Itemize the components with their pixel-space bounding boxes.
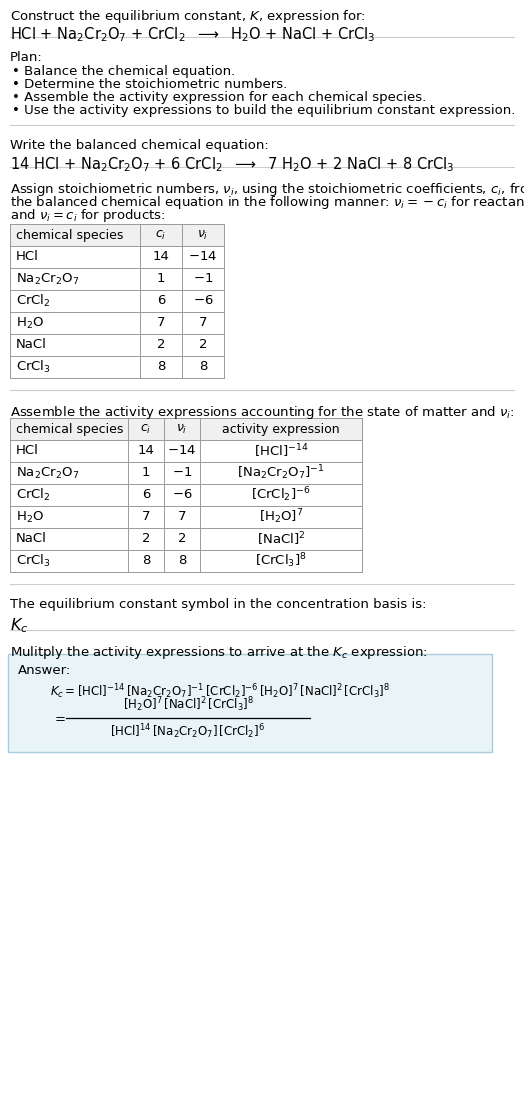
Text: activity expression: activity expression [222, 422, 340, 436]
Text: $[\mathrm{H_2O}]^{7}\,[\mathrm{NaCl}]^{2}\,[\mathrm{CrCl_3}]^{8}$: $[\mathrm{H_2O}]^{7}\,[\mathrm{NaCl}]^{2… [123, 695, 254, 714]
Text: 14: 14 [152, 250, 169, 264]
Text: 7: 7 [199, 317, 208, 330]
Text: 8: 8 [142, 555, 150, 568]
Text: Write the balanced chemical equation:: Write the balanced chemical equation: [10, 139, 269, 152]
Text: CrCl$_3$: CrCl$_3$ [16, 553, 51, 569]
Text: CrCl$_2$: CrCl$_2$ [16, 293, 51, 309]
Text: $[\mathrm{Na_2Cr_2O_7}]^{-1}$: $[\mathrm{Na_2Cr_2O_7}]^{-1}$ [237, 463, 325, 482]
Text: H$_2$O: H$_2$O [16, 315, 44, 331]
Text: $K_c = [\mathrm{HCl}]^{-14}\,[\mathrm{Na_2Cr_2O_7}]^{-1}\,[\mathrm{CrCl_2}]^{-6}: $K_c = [\mathrm{HCl}]^{-14}\,[\mathrm{Na… [50, 682, 390, 700]
Text: Mulitply the activity expressions to arrive at the $K_c$ expression:: Mulitply the activity expressions to arr… [10, 644, 428, 661]
Text: Construct the equilibrium constant, $K$, expression for:: Construct the equilibrium constant, $K$,… [10, 8, 366, 25]
Text: $[\mathrm{H_2O}]^{7}$: $[\mathrm{H_2O}]^{7}$ [259, 507, 303, 526]
Text: H$_2$O: H$_2$O [16, 510, 44, 525]
Text: 7: 7 [157, 317, 165, 330]
Text: chemical species: chemical species [16, 228, 123, 242]
Text: 7: 7 [142, 511, 150, 524]
Text: The equilibrium constant symbol in the concentration basis is:: The equilibrium constant symbol in the c… [10, 598, 427, 611]
Text: Answer:: Answer: [18, 664, 71, 677]
Text: $-14$: $-14$ [167, 445, 196, 458]
Text: CrCl$_2$: CrCl$_2$ [16, 486, 51, 503]
Text: • Use the activity expressions to build the equilibrium constant expression.: • Use the activity expressions to build … [12, 104, 516, 117]
Text: chemical species: chemical species [16, 422, 123, 436]
Text: $c_i$: $c_i$ [156, 228, 167, 242]
Text: 8: 8 [157, 361, 165, 374]
Text: $[\mathrm{NaCl}]^{2}$: $[\mathrm{NaCl}]^{2}$ [257, 531, 305, 548]
Text: HCl: HCl [16, 250, 39, 264]
Text: CrCl$_3$: CrCl$_3$ [16, 358, 51, 375]
Text: $[\mathrm{HCl}]^{14}\,[\mathrm{Na_2Cr_2O_7}]\,[\mathrm{CrCl_2}]^{6}$: $[\mathrm{HCl}]^{14}\,[\mathrm{Na_2Cr_2O… [111, 722, 266, 741]
Text: 14 HCl + Na$_2$Cr$_2$O$_7$ + 6 CrCl$_2$  $\longrightarrow$  7 H$_2$O + 2 NaCl + : 14 HCl + Na$_2$Cr$_2$O$_7$ + 6 CrCl$_2$ … [10, 156, 454, 173]
Text: 8: 8 [178, 555, 186, 568]
Text: 14: 14 [138, 445, 155, 458]
Text: Assemble the activity expressions accounting for the state of matter and $\nu_i$: Assemble the activity expressions accoun… [10, 404, 515, 421]
Text: $[\mathrm{HCl}]^{-14}$: $[\mathrm{HCl}]^{-14}$ [254, 442, 308, 460]
Text: HCl: HCl [16, 445, 39, 458]
Text: $[\mathrm{CrCl_2}]^{-6}$: $[\mathrm{CrCl_2}]^{-6}$ [251, 485, 311, 504]
Text: 2: 2 [178, 533, 186, 546]
Text: $=$: $=$ [52, 711, 66, 725]
Text: 2: 2 [142, 533, 150, 546]
Text: the balanced chemical equation in the following manner: $\nu_i = -c_i$ for react: the balanced chemical equation in the fo… [10, 194, 524, 211]
Text: Plan:: Plan: [10, 51, 43, 64]
Text: $-6$: $-6$ [172, 489, 192, 502]
Text: $\nu_i$: $\nu_i$ [198, 228, 209, 242]
Text: 6: 6 [142, 489, 150, 502]
Text: $-1$: $-1$ [193, 272, 213, 286]
Text: Na$_2$Cr$_2$O$_7$: Na$_2$Cr$_2$O$_7$ [16, 465, 79, 481]
Text: Assign stoichiometric numbers, $\nu_i$, using the stoichiometric coefficients, $: Assign stoichiometric numbers, $\nu_i$, … [10, 181, 524, 199]
Bar [10, 224, 224, 246]
FancyBboxPatch shape [8, 654, 492, 752]
Text: 7: 7 [178, 511, 186, 524]
Text: HCl + Na$_2$Cr$_2$O$_7$ + CrCl$_2$  $\longrightarrow$  H$_2$O + NaCl + CrCl$_3$: HCl + Na$_2$Cr$_2$O$_7$ + CrCl$_2$ $\lon… [10, 25, 376, 44]
Text: • Assemble the activity expression for each chemical species.: • Assemble the activity expression for e… [12, 92, 426, 104]
Text: NaCl: NaCl [16, 533, 47, 546]
Text: $-6$: $-6$ [193, 295, 213, 308]
Text: 1: 1 [157, 272, 165, 286]
Text: 8: 8 [199, 361, 207, 374]
Text: $\nu_i$: $\nu_i$ [176, 422, 188, 436]
Text: 2: 2 [199, 339, 208, 352]
Text: 6: 6 [157, 295, 165, 308]
Text: NaCl: NaCl [16, 339, 47, 352]
Text: $-1$: $-1$ [172, 467, 192, 480]
Bar [10, 418, 362, 440]
Text: $[\mathrm{CrCl_3}]^{8}$: $[\mathrm{CrCl_3}]^{8}$ [255, 552, 307, 570]
Text: 2: 2 [157, 339, 165, 352]
Text: and $\nu_i = c_i$ for products:: and $\nu_i = c_i$ for products: [10, 207, 166, 224]
Text: • Determine the stoichiometric numbers.: • Determine the stoichiometric numbers. [12, 78, 287, 92]
Text: $K_c$: $K_c$ [10, 615, 28, 634]
Text: 1: 1 [142, 467, 150, 480]
Text: $-14$: $-14$ [189, 250, 217, 264]
Text: • Balance the chemical equation.: • Balance the chemical equation. [12, 65, 235, 78]
Text: $c_i$: $c_i$ [140, 422, 151, 436]
Text: Na$_2$Cr$_2$O$_7$: Na$_2$Cr$_2$O$_7$ [16, 271, 79, 287]
